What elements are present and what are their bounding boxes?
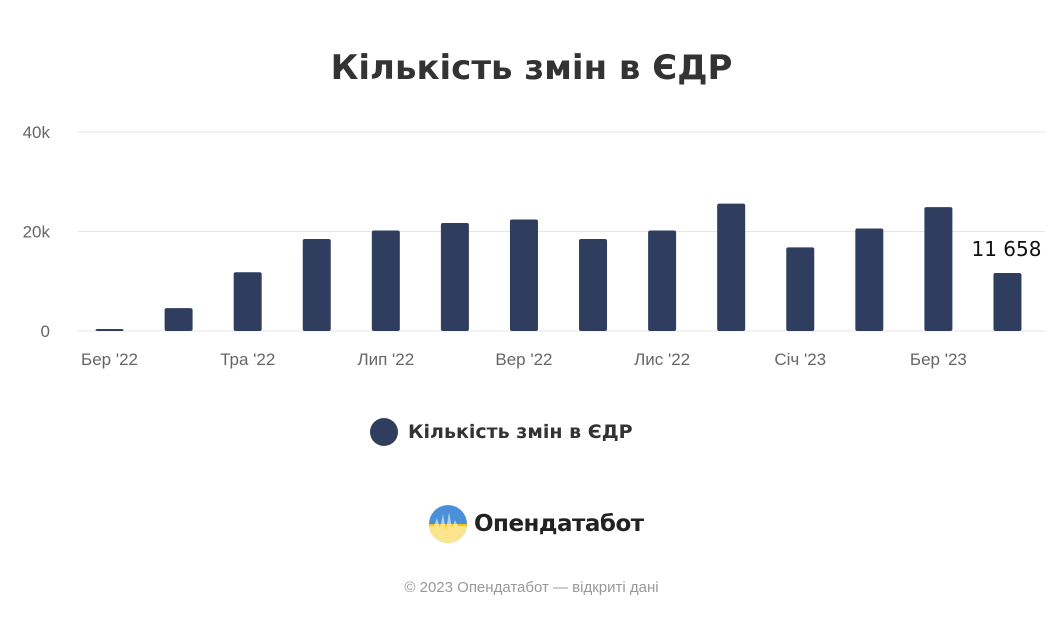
brand-logo: Опендатабот	[428, 504, 644, 544]
data-labels: 11 658	[971, 237, 1041, 261]
legend-swatch	[370, 418, 398, 446]
bar[interactable]	[648, 230, 677, 331]
bar[interactable]	[233, 272, 262, 331]
bar[interactable]	[993, 273, 1022, 331]
bar[interactable]	[302, 238, 331, 331]
bar[interactable]	[371, 230, 400, 331]
bar[interactable]	[855, 228, 884, 331]
bar[interactable]	[717, 203, 746, 331]
bar[interactable]	[579, 238, 608, 331]
x-tick-label: Лис '22	[634, 350, 690, 369]
x-tick-label: Бер '22	[81, 350, 138, 369]
bars	[95, 203, 1022, 331]
opendatabot-logo-icon	[429, 505, 467, 543]
bar[interactable]	[95, 329, 124, 331]
data-label: 11 658	[971, 237, 1041, 261]
bar-chart: 0 20k 40k Бер '22 Тра '22 Лип '22 Вер '22 Лис …	[23, 123, 1045, 369]
x-axis-ticks: Бер '22 Тра '22 Лип '22 Вер '22 Лис '22 Січ '…	[81, 350, 967, 369]
chart-title: Кількість змін в ЄДР	[330, 48, 733, 88]
legend[interactable]: Кількість змін в ЄДР	[370, 418, 633, 446]
bar[interactable]	[509, 219, 538, 331]
bar[interactable]	[786, 247, 815, 331]
y-tick-label: 20k	[23, 223, 51, 242]
x-tick-label: Лип '22	[357, 350, 414, 369]
x-tick-label: Вер '22	[495, 350, 552, 369]
x-tick-label: Тра '22	[220, 350, 275, 369]
bar[interactable]	[440, 223, 469, 331]
x-tick-label: Бер '23	[910, 350, 967, 369]
grid-lines	[78, 131, 1045, 332]
bar[interactable]	[924, 207, 953, 331]
y-tick-label: 0	[41, 322, 50, 341]
copyright-text: © 2023 Опендатабот — відкриті дані	[404, 579, 659, 596]
y-tick-label: 40k	[23, 123, 51, 142]
x-tick-label: Січ '23	[774, 350, 826, 369]
y-axis-ticks: 0 20k 40k	[23, 123, 51, 341]
bar[interactable]	[164, 308, 193, 331]
legend-label: Кількість змін в ЄДР	[408, 421, 633, 443]
logo-text: Опендатабот	[474, 511, 644, 537]
